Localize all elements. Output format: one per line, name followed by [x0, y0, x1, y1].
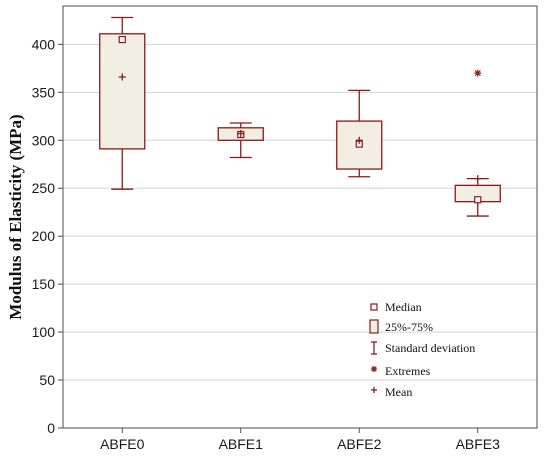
x-axis-ticks: ABFE0 ABFE1 ABFE2 ABFE3 [100, 428, 500, 452]
y-tick-label: 150 [32, 276, 56, 292]
legend-label: Median [385, 300, 422, 314]
legend-median-icon [370, 303, 378, 311]
y-tick-label: 300 [32, 132, 56, 148]
legend-extreme-icon [371, 366, 377, 372]
boxes-layer [99, 16, 501, 217]
box-group-abfe1 [217, 122, 264, 159]
mean-marker [474, 175, 482, 183]
legend-item-box: 25%-75% [369, 319, 433, 334]
y-tick-label: 250 [32, 180, 56, 196]
legend-label: 25%-75% [385, 320, 433, 334]
median-marker [474, 196, 482, 204]
legend-item-whisker: Standard deviation [371, 341, 475, 355]
plot-frame [62, 5, 538, 429]
legend-label: Mean [385, 385, 412, 399]
box-group-abfe0 [99, 16, 146, 190]
y-axis-ticks: 0 50 100 150 200 250 300 350 400 [32, 36, 63, 436]
x-tick-label: ABFE1 [219, 436, 264, 452]
legend-item-extreme: Extremes [371, 364, 431, 378]
y-tick-label: 400 [32, 36, 56, 52]
y-tick-label: 350 [32, 84, 56, 100]
extreme-marker [474, 69, 482, 77]
median-marker [118, 35, 126, 44]
x-tick-label: ABFE0 [100, 436, 145, 452]
y-axis-label: Modulus of Elasticity (MPa) [6, 114, 25, 319]
legend-item-median: Median [370, 300, 422, 314]
x-tick-label: ABFE2 [337, 436, 382, 452]
legend-extreme-icon-d [371, 366, 377, 372]
legend-label: Standard deviation [385, 341, 475, 355]
mean-marker [118, 73, 126, 81]
mean-marker [237, 130, 245, 138]
x-tick-label: ABFE3 [456, 436, 501, 452]
y-tick-label: 50 [39, 372, 55, 388]
extreme-marker-d [474, 70, 481, 77]
box-iqr [99, 33, 146, 150]
legend-mean-icon [371, 387, 377, 393]
legend-item-mean: Mean [371, 385, 412, 399]
box-group-abfe3 [454, 69, 501, 217]
box-group-abfe2 [336, 89, 383, 178]
legend-box-icon [369, 319, 379, 334]
y-tick-label: 200 [32, 228, 56, 244]
mean-marker [355, 136, 363, 144]
y-tick-label: 100 [32, 324, 56, 340]
legend-label: Extremes [385, 364, 431, 378]
y-tick-label: 0 [47, 420, 55, 436]
legend: Median 25%-75% Standard deviation Extremes M… [369, 300, 475, 399]
